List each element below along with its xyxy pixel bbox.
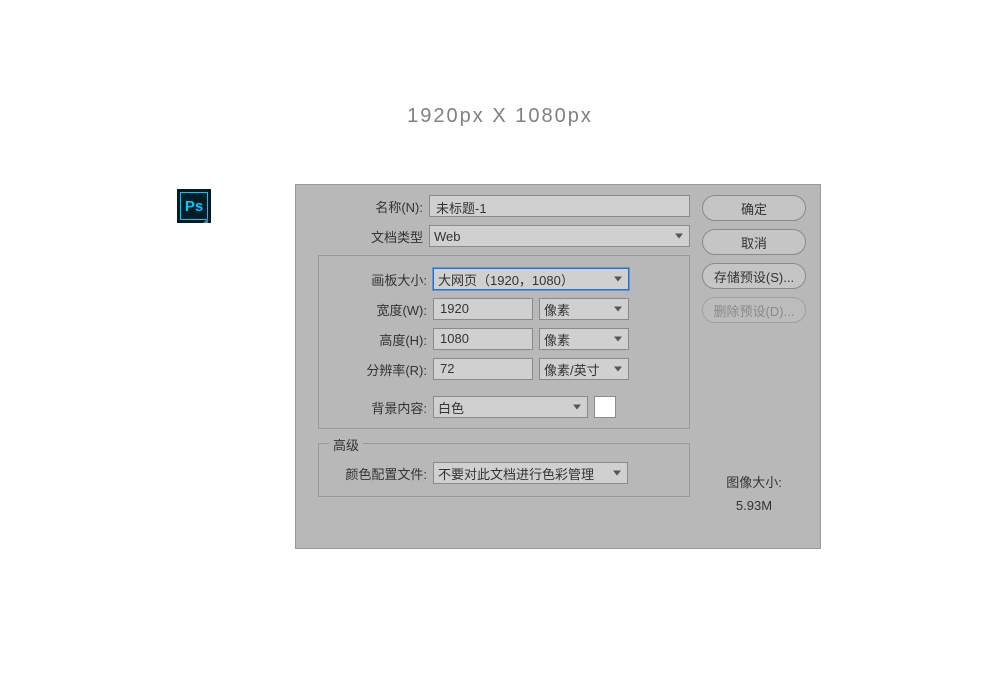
artboard-size-select[interactable]: 大网页（1920，1080） <box>433 268 629 290</box>
width-label: 宽度(W): <box>327 300 427 319</box>
photoshop-icon-text: Ps <box>180 192 208 220</box>
ok-button[interactable]: 确定 <box>702 195 806 221</box>
artboard-value: 大网页（1920，1080） <box>438 270 574 289</box>
name-label: 名称(N): <box>308 197 423 216</box>
resolution-input[interactable]: 72 <box>433 358 533 380</box>
artboard-label: 画板大小: <box>327 270 427 289</box>
dialog-right-column: 确定 取消 存储预设(S)... 删除预设(D)... 图像大小: 5.93M <box>700 195 808 518</box>
color-profile-label: 颜色配置文件: <box>327 464 427 483</box>
chevron-down-icon <box>573 405 581 410</box>
delete-preset-button: 删除预设(D)... <box>702 297 806 323</box>
doctype-label: 文档类型 <box>308 227 423 246</box>
chevron-down-icon <box>614 337 622 342</box>
image-size-value: 5.93M <box>726 494 782 517</box>
height-label: 高度(H): <box>327 330 427 349</box>
save-preset-button[interactable]: 存储预设(S)... <box>702 263 806 289</box>
background-select[interactable]: 白色 <box>433 396 588 418</box>
advanced-label: 高级 <box>329 435 363 454</box>
cancel-button[interactable]: 取消 <box>702 229 806 255</box>
height-unit-select[interactable]: 像素 <box>539 328 629 350</box>
new-document-dialog: 名称(N): 未标题-1 文档类型 Web 画板大小: 大网页（1920，108… <box>295 184 821 549</box>
background-swatch[interactable] <box>594 396 616 418</box>
resolution-unit-select[interactable]: 像素/英寸 <box>539 358 629 380</box>
resolution-unit-value: 像素/英寸 <box>544 360 600 379</box>
height-input[interactable]: 1080 <box>433 328 533 350</box>
width-input[interactable]: 1920 <box>433 298 533 320</box>
resolution-label: 分辨率(R): <box>327 360 427 379</box>
artboard-row: 画板大小: 大网页（1920，1080） <box>327 268 681 290</box>
width-row: 宽度(W): 1920 像素 <box>327 298 681 320</box>
color-profile-select[interactable]: 不要对此文档进行色彩管理 <box>433 462 628 484</box>
resolution-row: 分辨率(R): 72 像素/英寸 <box>327 358 681 380</box>
color-profile-row: 颜色配置文件: 不要对此文档进行色彩管理 <box>327 462 681 484</box>
width-unit-select[interactable]: 像素 <box>539 298 629 320</box>
height-row: 高度(H): 1080 像素 <box>327 328 681 350</box>
doctype-row: 文档类型 Web <box>308 225 690 247</box>
width-unit-value: 像素 <box>544 300 570 319</box>
background-value: 白色 <box>438 398 464 417</box>
color-profile-value: 不要对此文档进行色彩管理 <box>438 464 594 483</box>
shortcut-arrow-icon <box>203 218 208 223</box>
image-size-label: 图像大小: <box>726 471 782 494</box>
doctype-value: Web <box>434 229 461 244</box>
chevron-down-icon <box>614 367 622 372</box>
image-size-block: 图像大小: 5.93M <box>726 471 782 518</box>
dialog-main-area: 名称(N): 未标题-1 文档类型 Web 画板大小: 大网页（1920，108… <box>308 195 808 518</box>
background-label: 背景内容: <box>327 398 427 417</box>
height-unit-value: 像素 <box>544 330 570 349</box>
doctype-select[interactable]: Web <box>429 225 690 247</box>
size-group: 画板大小: 大网页（1920，1080） 宽度(W): 1920 像素 高度(H <box>318 255 690 429</box>
advanced-group: 高级 颜色配置文件: 不要对此文档进行色彩管理 <box>318 443 690 497</box>
background-row: 背景内容: 白色 <box>327 396 681 418</box>
chevron-down-icon <box>614 307 622 312</box>
chevron-down-icon <box>614 277 622 282</box>
dimensions-caption: 1920px X 1080px <box>0 105 1000 128</box>
name-input[interactable]: 未标题-1 <box>429 195 690 217</box>
name-row: 名称(N): 未标题-1 <box>308 195 690 217</box>
chevron-down-icon <box>613 471 621 476</box>
dialog-left-column: 名称(N): 未标题-1 文档类型 Web 画板大小: 大网页（1920，108… <box>308 195 690 518</box>
chevron-down-icon <box>675 234 683 239</box>
